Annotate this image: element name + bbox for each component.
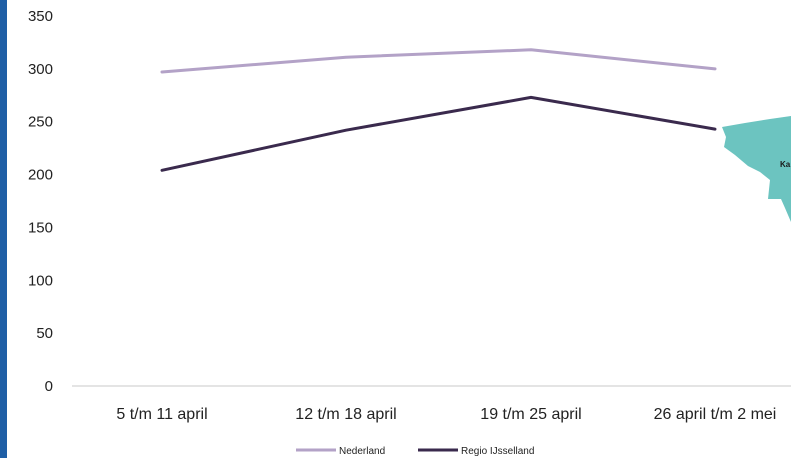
y-tick-label-3: 150 [28, 219, 53, 236]
y-tick-label-6: 300 [28, 61, 53, 78]
x-tick-label-0: 5 t/m 11 april [116, 406, 207, 423]
y-tick-label-2: 100 [28, 272, 53, 289]
y-axis-ticks: 0 50 100 150 200 250 300 350 [28, 8, 53, 395]
series-lines [160, 48, 717, 172]
y-tick-label-4: 200 [28, 167, 53, 184]
x-tick-label-3: 26 april t/m 2 mei [654, 406, 777, 423]
map-fragment: Ka [722, 116, 791, 222]
x-tick-label-1: 12 t/m 18 april [295, 406, 396, 423]
series-line-0 [160, 48, 717, 74]
legend-label-1: Regio IJsselland [461, 446, 534, 457]
left-accent-bar [0, 0, 7, 458]
legend-label-0: Nederland [339, 446, 385, 457]
series-line-1 [160, 95, 717, 172]
y-tick-label-7: 350 [28, 8, 53, 25]
map-region-label: Ka [780, 160, 791, 169]
x-axis-ticks: 5 t/m 11 april 12 t/m 18 april 19 t/m 25 a… [116, 406, 776, 423]
x-tick-label-2: 19 t/m 25 april [480, 406, 581, 423]
y-tick-label-1: 50 [36, 325, 53, 342]
y-tick-label-5: 250 [28, 114, 53, 131]
region-map-shape [722, 116, 791, 222]
y-tick-label-0: 0 [45, 378, 53, 395]
legend: Nederland Regio IJsselland [296, 446, 534, 457]
